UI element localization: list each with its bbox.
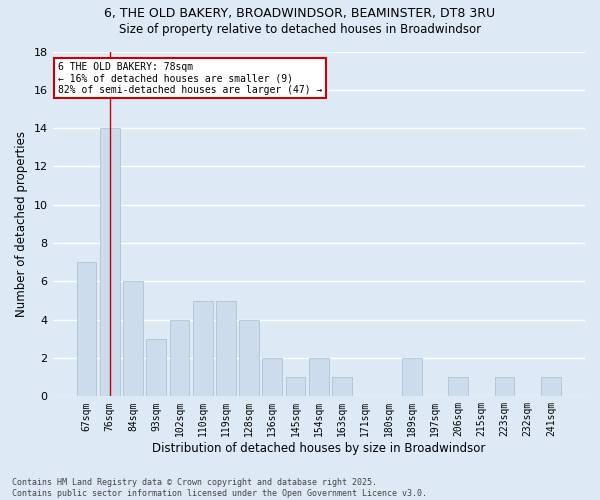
Bar [216,300,236,396]
Bar [541,377,561,396]
Text: Size of property relative to detached houses in Broadwindsor: Size of property relative to detached ho… [119,22,481,36]
Bar [332,377,352,396]
Bar [262,358,282,397]
Text: 6, THE OLD BAKERY, BROADWINDSOR, BEAMINSTER, DT8 3RU: 6, THE OLD BAKERY, BROADWINDSOR, BEAMINS… [104,8,496,20]
Bar [239,320,259,396]
Bar [77,262,97,396]
Bar [448,377,468,396]
Bar [146,339,166,396]
Y-axis label: Number of detached properties: Number of detached properties [15,131,28,317]
Bar [170,320,190,396]
Bar [286,377,305,396]
X-axis label: Distribution of detached houses by size in Broadwindsor: Distribution of detached houses by size … [152,442,485,455]
Bar [123,282,143,397]
Text: 6 THE OLD BAKERY: 78sqm
← 16% of detached houses are smaller (9)
82% of semi-det: 6 THE OLD BAKERY: 78sqm ← 16% of detache… [58,62,322,95]
Bar [100,128,119,396]
Bar [193,300,212,396]
Bar [402,358,422,397]
Bar [494,377,514,396]
Bar [309,358,329,397]
Text: Contains HM Land Registry data © Crown copyright and database right 2025.
Contai: Contains HM Land Registry data © Crown c… [12,478,427,498]
